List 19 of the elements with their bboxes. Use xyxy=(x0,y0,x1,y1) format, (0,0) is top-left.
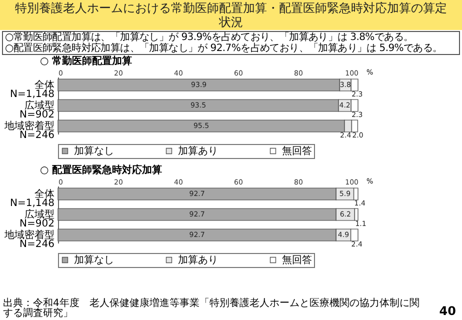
chart-title: 特別養護老人ホームにおける常勤医師配置加算・配置医師緊急時対応加算の算定状況 xyxy=(0,0,462,30)
text: ○常勤医師配置加算は、「加算なし」が 93.9%を占めており、「加算あり」は 3.8%である。 xyxy=(5,32,414,43)
chart-title: ○ 配置医師緊急時対応加算 xyxy=(40,165,164,176)
y-tick-label: 広域型 N=902 xyxy=(20,100,54,120)
legend-label: 加算あり xyxy=(178,254,218,266)
y-tick-label: 地域密着型 N=246 xyxy=(4,229,54,250)
text: ○配置医師緊急時対応加算は、「加算なし」が 92.7%を占めており、「加算あり」は 5.9%である。 xyxy=(5,43,444,54)
y-tick-label: 全体 N=1,148 xyxy=(10,188,54,209)
text: 40 xyxy=(439,304,456,318)
legend-label: 加算なし xyxy=(74,254,114,266)
y-tick-label: 地域密着型 N=246 xyxy=(4,120,54,142)
y-tick-label: 広域型 N=902 xyxy=(20,208,54,230)
chart-subtitle: ○ 常勤医師配置加算 xyxy=(40,56,134,67)
legend-label: 加算あり xyxy=(178,145,218,157)
legend-label: 加算なし xyxy=(74,145,114,157)
legend-label: 無回答 xyxy=(282,254,312,266)
source-note: 出典：令和4年度 老人保健健康増進等事業「特別養護老人ホームと医療機関の協力体制に関する調査研究」 xyxy=(3,298,420,319)
y-tick-label: 全体 N=1,148 xyxy=(10,78,54,100)
legend-label: 無回答 xyxy=(282,145,312,157)
